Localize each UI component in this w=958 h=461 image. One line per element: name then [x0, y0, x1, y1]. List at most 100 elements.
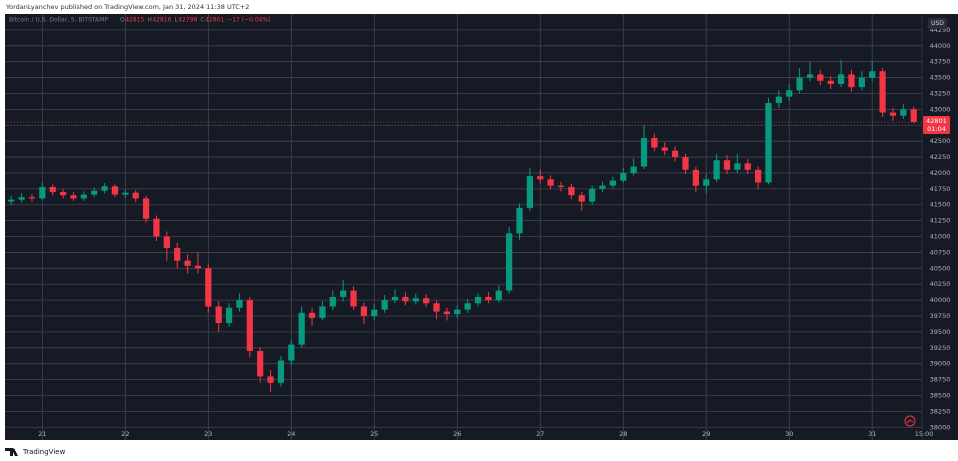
y-tick-label: 40500: [930, 264, 951, 272]
candle-body: [267, 376, 274, 383]
y-tick-label: 39000: [930, 360, 951, 368]
candle-body: [661, 147, 668, 151]
price-change: −17 (−0.04%): [227, 17, 270, 24]
ohlc-key: H: [147, 17, 152, 24]
candle-body: [412, 298, 419, 302]
candle-body: [308, 312, 316, 318]
candle-body: [485, 296, 492, 301]
x-tick-label: 30: [785, 430, 793, 438]
candle-body: [246, 300, 253, 351]
candle-body: [806, 74, 814, 78]
candle-body: [402, 296, 409, 302]
candle-body: [277, 360, 285, 383]
candle-body: [194, 265, 202, 269]
x-tick-label: 15:00: [915, 430, 934, 438]
symbol-legend: Bitcoin / U.S. Dollar, 5, BITSTAMP O 4281…: [9, 17, 271, 24]
ohlc-value: 42815: [125, 17, 144, 24]
candle-body: [796, 77, 803, 91]
bar-countdown: 01:04: [927, 125, 946, 133]
y-tick-label: 38250: [930, 407, 951, 415]
candle-body: [225, 307, 233, 324]
y-tick-label: 43250: [930, 89, 951, 97]
replay-icon: [904, 415, 916, 427]
symbol-name: Bitcoin / U.S. Dollar, 5, BITSTAMP: [9, 17, 108, 24]
x-tick-label: 23: [204, 430, 212, 438]
ohlc-key: C: [200, 17, 204, 24]
candle-body: [80, 194, 87, 199]
publisher-line: YordanLyanchev published on TradingView.…: [5, 3, 249, 11]
candle-body: [122, 192, 129, 195]
candle-body: [609, 180, 616, 186]
candle-body: [547, 179, 554, 186]
candle-body: [454, 309, 461, 315]
candle-body: [537, 176, 544, 180]
y-tick-label: 40750: [930, 248, 951, 256]
candle-body: [526, 176, 534, 208]
candle-body: [557, 185, 565, 187]
candle-body: [91, 190, 98, 195]
candle-body: [174, 247, 181, 261]
candle-body: [775, 96, 782, 104]
candle-body: [599, 185, 606, 189]
candle-body: [703, 179, 710, 186]
candle-body: [786, 90, 793, 97]
candle-body: [360, 306, 368, 317]
candle-body: [236, 300, 243, 308]
candle-body: [423, 298, 430, 304]
y-tick-label: 44250: [930, 26, 951, 34]
candle-body: [640, 137, 648, 167]
candle-body: [568, 186, 575, 196]
candle-body: [433, 303, 440, 312]
candle-body: [495, 290, 502, 301]
brand-logo: [5, 448, 18, 456]
candle-body: [70, 195, 77, 199]
y-tick-label: 38000: [930, 423, 951, 431]
x-tick-label: 25: [370, 430, 378, 438]
candle-body: [329, 296, 336, 307]
y-tick-label: 38500: [930, 391, 951, 399]
x-tick-label: 27: [536, 430, 544, 438]
candle-body: [8, 199, 15, 202]
y-tick-label: 41250: [930, 217, 951, 225]
ohlc-value: 42801: [205, 17, 224, 24]
candle-body: [474, 296, 482, 304]
candle-body: [215, 306, 222, 324]
candle-body: [319, 306, 326, 318]
y-tick-label: 41750: [930, 185, 951, 193]
y-tick-label: 39500: [930, 328, 951, 336]
candle-body: [765, 103, 772, 183]
candle-body: [371, 309, 378, 317]
candle-body: [900, 109, 907, 116]
ohlc-key: L: [174, 17, 178, 24]
x-tick-label: 31: [868, 430, 876, 438]
y-tick-label: 43750: [930, 58, 951, 66]
candle-body: [257, 350, 264, 377]
x-tick-label: 22: [121, 430, 129, 438]
candle-body: [153, 218, 160, 237]
candles: [8, 59, 917, 392]
currency-box: [928, 18, 947, 29]
candle-body: [754, 169, 762, 183]
candle-body: [184, 260, 191, 266]
y-tick-label: 39750: [930, 312, 951, 320]
candle-body: [132, 192, 139, 199]
candle-body: [340, 290, 347, 297]
candle-body: [578, 195, 585, 202]
candle-body: [39, 186, 46, 199]
ohlc-value: 42816: [152, 17, 171, 24]
candle-body: [672, 150, 679, 158]
candle-body: [589, 188, 596, 202]
ohlc-key: O: [120, 17, 125, 24]
candle-body: [848, 74, 855, 88]
currency: USD: [931, 20, 944, 27]
candle-body: [869, 71, 876, 78]
candle-body: [837, 74, 845, 84]
candle-body: [630, 166, 637, 173]
candle-body: [101, 186, 108, 191]
candle-body: [723, 160, 731, 170]
candle-body: [889, 112, 897, 116]
y-tick-label: 42500: [930, 137, 951, 145]
y-tick-label: 43500: [930, 74, 951, 82]
